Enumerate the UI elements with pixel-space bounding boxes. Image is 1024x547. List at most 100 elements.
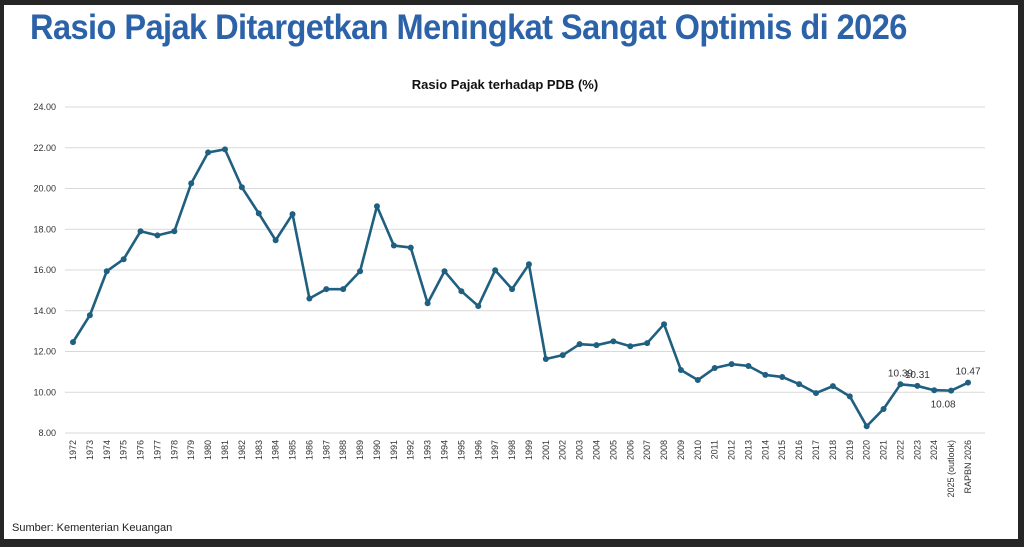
- data-point: [103, 268, 110, 275]
- data-point: [610, 338, 617, 345]
- data-point: [880, 405, 887, 412]
- data-point: [272, 237, 279, 244]
- data-point: [779, 373, 786, 380]
- data-point: [86, 312, 93, 319]
- data-point: [221, 146, 228, 153]
- x-tick-label: 2018: [828, 440, 838, 460]
- data-point: [323, 286, 330, 293]
- data-point: [762, 371, 769, 378]
- x-tick-label: 2008: [659, 440, 669, 460]
- x-tick-label: 1989: [355, 440, 365, 460]
- data-point: [694, 377, 701, 384]
- data-point: [948, 387, 955, 394]
- x-tick-label: 2024: [929, 440, 939, 460]
- x-tick-label: 1980: [203, 440, 213, 460]
- data-point: [593, 342, 600, 349]
- x-tick-label: 2022: [895, 440, 905, 460]
- data-point: [70, 339, 76, 346]
- x-tick-label: 2025 (outlook): [946, 440, 956, 498]
- y-tick-label: 24.00: [33, 102, 56, 112]
- x-tick-label: 2021: [879, 440, 889, 460]
- x-tick-label: 2017: [811, 440, 821, 460]
- y-tick-label: 20.00: [33, 184, 56, 194]
- y-tick-label: 18.00: [33, 224, 56, 234]
- data-point: [390, 242, 397, 249]
- x-tick-label: 1981: [220, 440, 230, 460]
- x-tick-label: 2001: [541, 440, 551, 460]
- data-point: [492, 267, 499, 274]
- x-tick-label: 2023: [912, 440, 922, 460]
- x-tick-label: 1979: [186, 440, 196, 460]
- data-point: [407, 244, 414, 251]
- data-point: [677, 367, 684, 374]
- x-tick-label: 2015: [777, 440, 787, 460]
- x-tick-label: 1990: [372, 440, 382, 460]
- data-point: [238, 184, 245, 191]
- x-tick-label: 1991: [389, 440, 399, 460]
- data-point: [931, 387, 938, 394]
- data-point: [137, 228, 144, 235]
- x-tick-label: 2011: [710, 440, 720, 459]
- x-tick-label: 2006: [625, 440, 635, 460]
- x-tick-label: 1975: [119, 440, 129, 460]
- data-point: [745, 362, 752, 369]
- data-point: [205, 149, 212, 156]
- data-point: [627, 343, 634, 350]
- data-point: [914, 382, 921, 389]
- data-point: [188, 180, 195, 187]
- y-tick-label: 10.00: [33, 387, 56, 397]
- data-point: [255, 210, 262, 217]
- data-point: [576, 341, 583, 348]
- data-point: [424, 300, 431, 307]
- x-tick-label: 2013: [743, 440, 753, 460]
- data-point: [897, 381, 904, 388]
- data-point: [289, 211, 296, 218]
- x-tick-label: 1983: [254, 440, 264, 460]
- chart-title: Rasio Pajak terhadap PDB (%): [412, 77, 598, 92]
- x-tick-label: 1976: [136, 440, 146, 460]
- data-point: [846, 393, 853, 400]
- data-point: [441, 268, 448, 275]
- x-tick-label: 2019: [845, 440, 855, 460]
- x-tick-label: 2010: [693, 440, 703, 460]
- data-label: 10.47: [955, 367, 980, 378]
- data-label: 10.31: [905, 370, 930, 381]
- x-tick-label: 1977: [152, 440, 162, 460]
- x-tick-label: 1984: [271, 440, 281, 460]
- data-point: [728, 361, 735, 368]
- x-tick-label: 2002: [558, 440, 568, 460]
- data-point: [120, 256, 127, 263]
- data-point: [542, 356, 549, 363]
- x-tick-label: 1974: [102, 440, 112, 460]
- data-label: 10.08: [931, 400, 956, 411]
- data-point: [829, 383, 836, 390]
- x-tick-label: 1982: [237, 440, 247, 460]
- data-point: [154, 232, 161, 239]
- x-tick-label: 1985: [288, 440, 298, 460]
- data-point: [171, 228, 178, 235]
- data-point: [863, 423, 870, 430]
- data-point: [644, 340, 651, 347]
- x-tick-label: 1993: [423, 440, 433, 460]
- data-point: [525, 261, 532, 268]
- data-point: [340, 286, 347, 293]
- data-point: [965, 379, 971, 386]
- y-tick-label: 8.00: [38, 428, 56, 438]
- x-tick-label: 1999: [524, 440, 534, 460]
- x-tick-label: 2016: [794, 440, 804, 460]
- x-tick-label: 1978: [169, 440, 179, 460]
- data-point: [559, 352, 566, 359]
- data-point: [458, 288, 465, 295]
- slide-panel: [4, 5, 1018, 539]
- x-tick-label: 1998: [507, 440, 517, 460]
- x-tick-label: 1987: [321, 440, 331, 460]
- data-point: [373, 203, 380, 210]
- x-tick-label: 1994: [440, 440, 450, 460]
- x-tick-label: 1997: [490, 440, 500, 460]
- x-tick-label: 2012: [727, 440, 737, 460]
- x-tick-label: 1986: [304, 440, 314, 460]
- data-point: [796, 381, 803, 388]
- x-tick-label: 1995: [456, 440, 466, 460]
- x-tick-label: 1988: [338, 440, 348, 460]
